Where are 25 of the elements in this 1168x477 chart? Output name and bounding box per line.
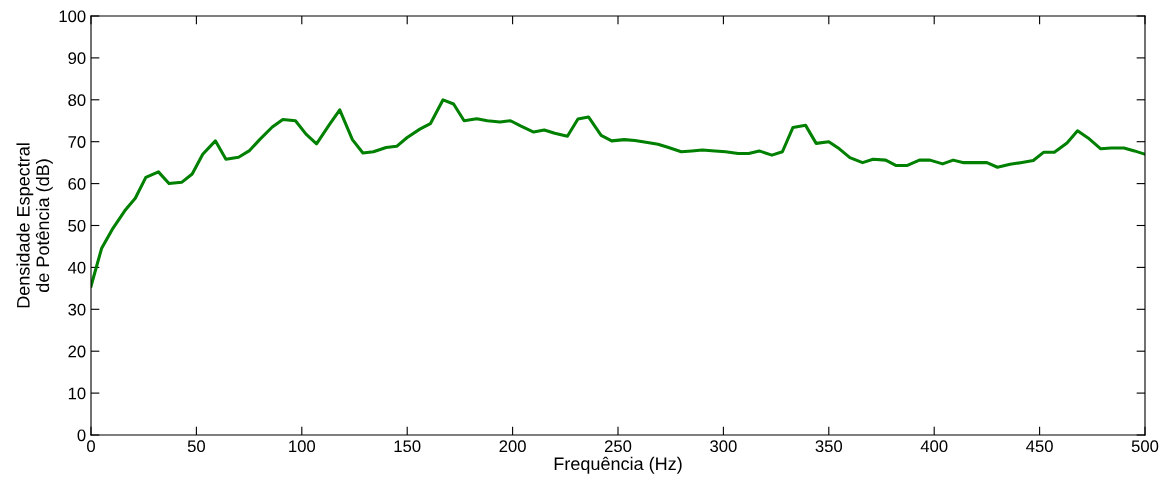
y-axis-title: Densidade Espectral de Potência (dB) [16, 143, 53, 308]
line-series [91, 98, 1145, 288]
x-axis-title: Frequência (Hz) [554, 456, 682, 474]
y-tick-label: 0 [77, 429, 86, 442]
y-tick-label: 10 [68, 387, 86, 400]
x-tick-label: 400 [920, 440, 948, 453]
x-tick-label: 100 [289, 440, 316, 453]
y-tick-label: 90 [68, 52, 86, 65]
y-tick-label: 50 [68, 219, 86, 232]
y-tick-label: 70 [68, 136, 86, 148]
x-tick-label: 500 [1131, 440, 1159, 453]
y-tick-label: 20 [68, 345, 86, 358]
x-tick-label: 300 [710, 440, 737, 453]
x-tick-label: 350 [815, 440, 843, 453]
x-tick-label: 450 [1026, 440, 1053, 453]
x-tick-label: 150 [394, 440, 421, 453]
y-tick-label: 100 [59, 10, 86, 23]
y-tick-label: 80 [68, 94, 86, 106]
y-tick-label: 30 [68, 303, 86, 316]
x-tick-label: 50 [187, 440, 206, 453]
y-tick-label: 40 [67, 261, 86, 274]
x-tick-label: 200 [499, 440, 526, 453]
x-tick-label: 250 [604, 440, 632, 453]
y-tick-label: 60 [68, 178, 86, 190]
x-tick-label: 0 [87, 440, 95, 453]
